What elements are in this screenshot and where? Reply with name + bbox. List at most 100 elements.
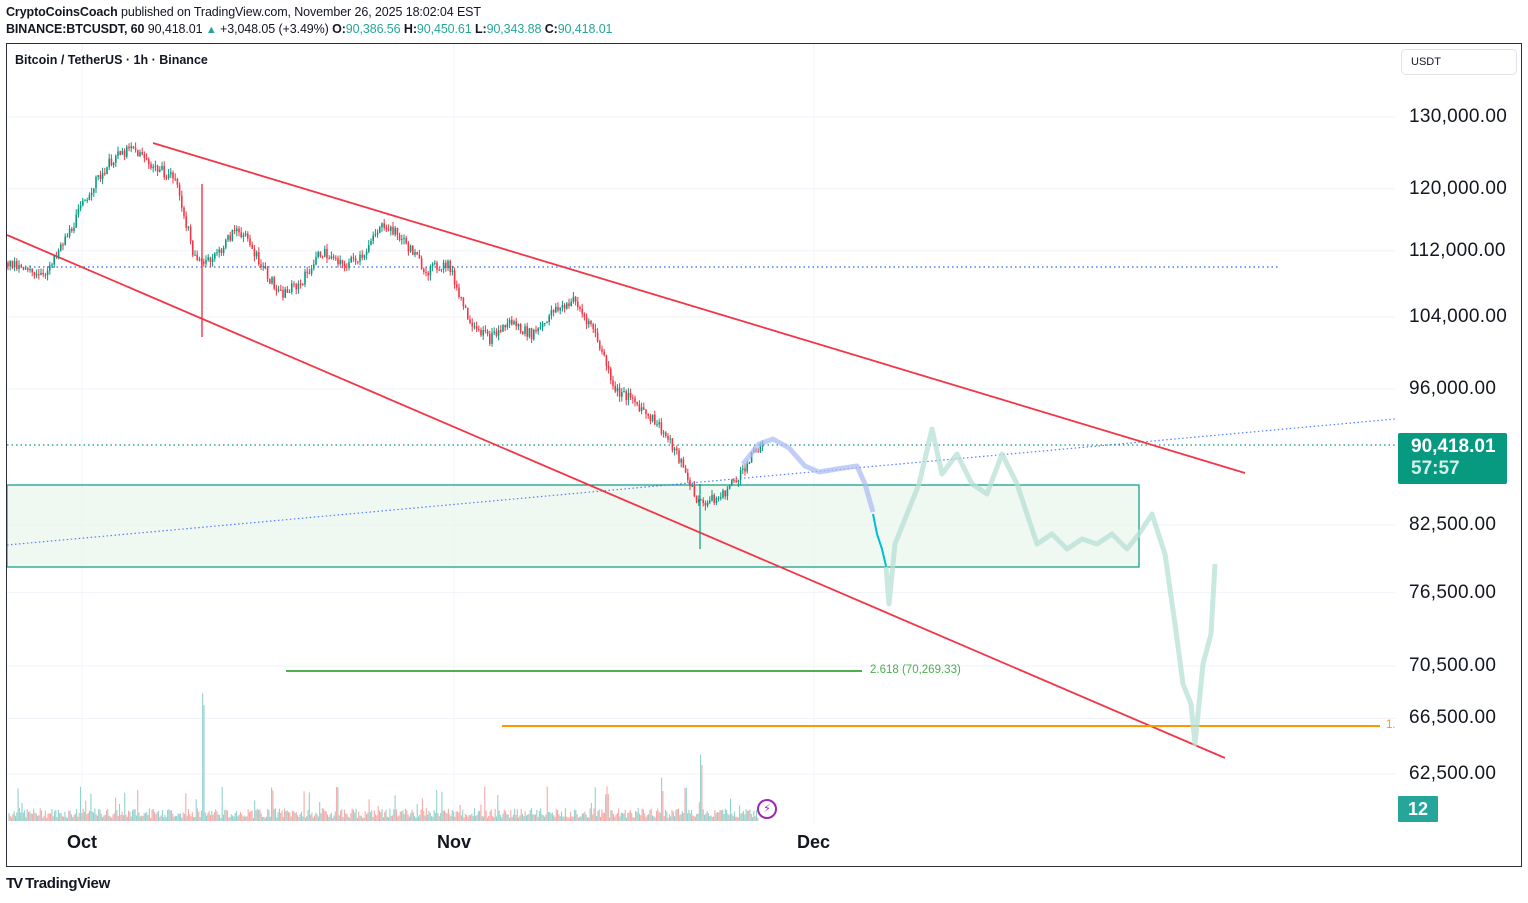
candle-body (590, 320, 592, 325)
level-label[interactable]: 1. (1386, 719, 1396, 731)
fib-extension-label[interactable]: 2.618 (70,269.33) (870, 664, 961, 676)
candle-body (456, 284, 458, 288)
last-price-tag: 90,418.01 57:57 (1398, 433, 1507, 484)
candle-body (583, 313, 586, 317)
candle-body (500, 329, 502, 332)
bar-countdown: 57:57 (1411, 458, 1460, 479)
candle-body (119, 151, 121, 155)
last-price: 90,418.01 (147, 22, 203, 36)
candle-body (110, 158, 113, 166)
candle-body (86, 200, 88, 202)
tradingview-logo[interactable]: TV TradingView (6, 875, 110, 892)
candle-body (277, 289, 280, 291)
candle-body (198, 259, 201, 261)
candle-body (170, 172, 172, 175)
candle-body (381, 223, 383, 228)
candle-body (416, 252, 418, 255)
high-label: H: (403, 22, 417, 36)
projection-path-cyan (872, 513, 887, 567)
author-name[interactable]: CryptoCoinsCoach (6, 5, 118, 19)
candle-body (189, 226, 192, 241)
candle-body (29, 268, 31, 271)
candle-body (253, 248, 256, 257)
candle-body (295, 284, 297, 290)
chart-legend-title[interactable]: Bitcoin / TetherUS · 1h · Binance (15, 53, 208, 67)
chart-frame[interactable]: Bitcoin / TetherUS · 1h · Binance USDT 1… (6, 43, 1522, 867)
candle-body (280, 289, 282, 291)
candle-body (161, 165, 163, 170)
candle-body (242, 235, 245, 237)
candle-body (640, 407, 643, 412)
candle-body (60, 244, 62, 251)
candle-body (693, 485, 696, 497)
up-arrow-icon: ▲ (205, 24, 217, 36)
candle-body (176, 179, 179, 185)
currency-selector[interactable]: USDT (1401, 49, 1517, 75)
candle-body (533, 329, 535, 340)
candle-body (148, 159, 150, 165)
candle-body (515, 321, 517, 327)
candle-body (192, 240, 194, 256)
candle-body (27, 268, 29, 271)
candle-body (746, 463, 748, 472)
candle-body (315, 256, 317, 265)
candle-body (293, 283, 295, 285)
channel-upper-trendline (152, 142, 1246, 474)
candle-body (711, 494, 713, 501)
candle-body (139, 152, 141, 157)
candle-body (425, 271, 427, 273)
candle-body (9, 260, 11, 267)
candle-body (451, 270, 454, 272)
candle-body (757, 451, 759, 453)
candle-body (145, 158, 148, 160)
candle-body (401, 239, 403, 241)
candle-body (123, 150, 126, 157)
candle-body (475, 326, 478, 330)
candle-body (387, 229, 390, 231)
candle-body (354, 258, 357, 262)
candle-body (414, 252, 416, 255)
candle-body (537, 328, 539, 332)
candle-body (249, 238, 251, 245)
candle-body (46, 270, 49, 276)
candle-body (522, 331, 524, 334)
candle-body (183, 207, 185, 217)
candle-body (460, 296, 462, 298)
candle-body (262, 266, 264, 268)
candle-body (436, 262, 438, 270)
candle-body (141, 152, 143, 155)
candle-body (207, 257, 209, 261)
candle-body (722, 490, 724, 498)
flash-icon[interactable]: ⚡ (757, 799, 777, 819)
candle-body (541, 323, 544, 328)
last-price-value: 90,418.01 (1411, 436, 1496, 457)
candle-body (156, 165, 159, 172)
candle-body (398, 234, 401, 241)
candle-body (77, 208, 80, 215)
candle-body (647, 414, 649, 416)
candle-body (524, 326, 526, 334)
tradingview-mark-icon: TV (6, 875, 23, 892)
candle-body (396, 228, 399, 235)
candle-body (75, 214, 77, 228)
candle-body (299, 283, 302, 285)
candle-body (205, 260, 207, 264)
candle-body (449, 260, 451, 272)
candle-body (211, 258, 214, 263)
publish-info: CryptoCoinsCoach published on TradingVie… (6, 5, 481, 20)
candle-body (35, 274, 38, 276)
candle-body (137, 149, 139, 157)
candle-body (172, 172, 174, 179)
candle-body (513, 321, 515, 325)
price-chart[interactable] (7, 44, 1521, 866)
candle-body (284, 289, 286, 298)
y-axis-label: 130,000.00 (1409, 106, 1508, 127)
candle-body (420, 258, 423, 270)
candle-body (559, 307, 561, 311)
open-value: 90,386.56 (345, 22, 401, 36)
candle-body (702, 499, 704, 504)
candle-body (570, 301, 572, 307)
publish-meta: published on TradingView.com, November 2… (120, 5, 481, 19)
candle-body (363, 254, 366, 258)
candle-body (704, 503, 707, 506)
